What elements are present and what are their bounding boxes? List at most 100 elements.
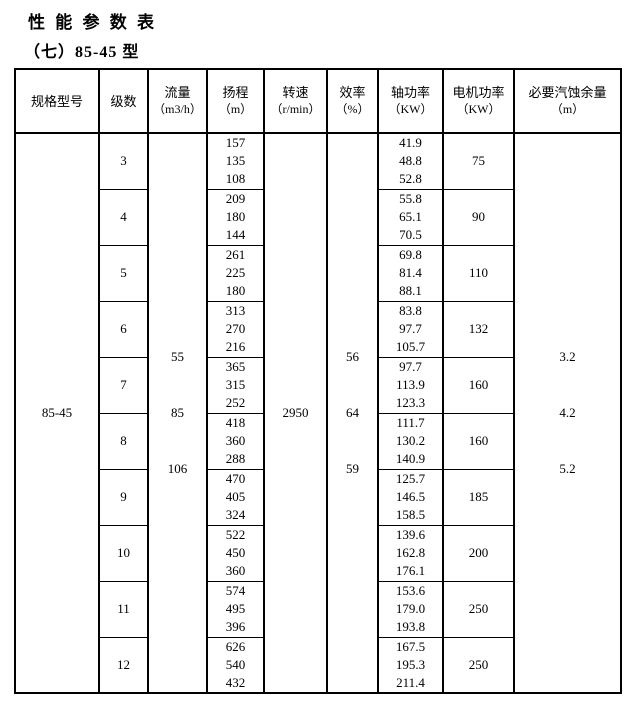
shaft-power-value: 211.4 [396, 674, 425, 690]
motor-power-cell: 200 [442, 524, 515, 582]
col-header-model-label: 规格型号 [30, 93, 83, 109]
npsh-value: 3.2 [559, 349, 576, 365]
shaft-power-cell: 83.8 97.7 105.7 [377, 300, 444, 358]
col-header-efficiency-unit: （%） [335, 102, 370, 116]
head-value: 144 [225, 227, 246, 242]
head-value: 180 [225, 209, 246, 224]
head-value: 216 [225, 339, 246, 354]
shaft-power-value: 69.8 [399, 247, 422, 262]
head-value: 288 [225, 451, 246, 466]
shaft-power-value: 97.7 [399, 359, 422, 374]
head-value: 180 [225, 283, 246, 298]
motor-power-cell: 90 [442, 188, 515, 246]
shaft-power-cell: 125.7 146.5 158.5 [377, 468, 444, 526]
shaft-power-value: 52.8 [399, 171, 422, 187]
motor-power-cell: 160 [442, 356, 515, 414]
head-cell: 626 540 432 [206, 636, 265, 694]
shaft-power-cell: 139.6 162.8 176.1 [377, 524, 444, 582]
head-value: 418 [225, 415, 246, 430]
table-row: 5 261 225 180 69.8 81.4 88.1 110 [15, 244, 621, 302]
head-value: 405 [225, 489, 246, 504]
efficiency-value: 64 [346, 405, 359, 420]
stage-cell: 11 [98, 580, 149, 638]
shaft-power-value: 153.6 [395, 583, 426, 598]
shaft-power-value: 139.6 [395, 527, 426, 542]
motor-power-cell: 250 [442, 636, 515, 694]
col-header-efficiency: 效率 （%） [326, 68, 379, 134]
shaft-power-cell: 41.9 48.8 52.8 [377, 132, 444, 190]
shaft-power-value: 97.7 [399, 321, 422, 336]
model-cell: 85-45 [14, 132, 100, 694]
head-value: 360 [225, 433, 246, 448]
table-row: 6 313 270 216 83.8 97.7 105.7 132 [15, 300, 621, 358]
shaft-power-value: 81.4 [399, 265, 422, 280]
motor-power-cell: 250 [442, 580, 515, 638]
head-cell: 261 225 180 [206, 244, 265, 302]
shaft-power-cell: 153.6 179.0 193.8 [377, 580, 444, 638]
head-value: 270 [225, 321, 246, 336]
shaft-power-value: 176.1 [395, 563, 426, 578]
shaft-power-cell: 97.7 113.9 123.3 [377, 356, 444, 414]
shaft-power-cell: 55.8 65.1 70.5 [377, 188, 444, 246]
col-header-stages-label: 级数 [110, 93, 137, 109]
head-value: 225 [225, 265, 246, 280]
shaft-power-value: 111.7 [396, 415, 425, 430]
stage-cell: 4 [98, 188, 149, 246]
npsh-value: 5.2 [559, 460, 576, 476]
col-header-motor-power: 电机功率 （KW） [442, 68, 515, 134]
head-value: 432 [225, 674, 246, 690]
efficiency-value: 59 [346, 460, 359, 476]
head-value: 365 [225, 359, 246, 374]
motor-power-cell: 110 [442, 244, 515, 302]
shaft-power-value: 195.3 [395, 656, 426, 672]
head-value: 252 [225, 395, 246, 410]
performance-parameter-table: 规格型号 级数 流量 （m3/h） 扬程 （m） 转速 （r/min） 效率 （%） 轴… [14, 68, 622, 694]
head-value: 261 [225, 247, 246, 262]
head-value: 324 [225, 507, 246, 522]
flow-cell: 55 85 106 [147, 132, 208, 694]
head-value: 540 [225, 656, 246, 672]
head-cell: 418 360 288 [206, 412, 265, 470]
stage-cell: 7 [98, 356, 149, 414]
table-row: 10 522 450 360 139.6 162.8 176.1 200 [15, 524, 621, 582]
table-row: 4 209 180 144 55.8 65.1 70.5 90 [15, 188, 621, 246]
col-header-npsh-unit: （m） [550, 102, 585, 116]
shaft-power-cell: 111.7 130.2 140.9 [377, 412, 444, 470]
col-header-flow-unit: （m3/h） [153, 102, 202, 116]
shaft-power-value: 167.5 [395, 638, 426, 654]
motor-power-cell: 75 [442, 132, 515, 190]
shaft-power-cell: 167.5 195.3 211.4 [377, 636, 444, 694]
head-cell: 209 180 144 [206, 188, 265, 246]
table-row: 12 626 540 432 167.5 195.3 211.4 250 [15, 636, 621, 694]
col-header-head-unit: （m） [218, 102, 253, 116]
efficiency-value: 56 [346, 349, 359, 365]
shaft-power-value: 70.5 [399, 227, 422, 242]
head-cell: 365 315 252 [206, 356, 265, 414]
shaft-power-value: 140.9 [395, 451, 426, 466]
col-header-shaft-power-label: 轴功率 [390, 85, 430, 100]
npsh-value: 4.2 [559, 405, 576, 420]
stage-cell: 9 [98, 468, 149, 526]
stage-cell: 6 [98, 300, 149, 358]
stage-cell: 12 [98, 636, 149, 694]
efficiency-values: 56 64 59 [328, 135, 377, 691]
flow-value: 55 [171, 349, 184, 365]
motor-power-cell: 185 [442, 468, 515, 526]
table-row: 85-45 3 55 85 106 157 135 108 2950 56 64… [14, 132, 622, 694]
shaft-power-value: 88.1 [399, 283, 422, 298]
head-value: 495 [225, 601, 246, 616]
shaft-power-value: 113.9 [396, 377, 425, 392]
head-cell: 313 270 216 [206, 300, 265, 358]
head-value: 626 [225, 638, 246, 654]
shaft-power-value: 146.5 [395, 489, 426, 504]
head-value: 313 [225, 303, 246, 318]
head-cell: 574 495 396 [206, 580, 265, 638]
head-value: 135 [225, 153, 246, 169]
shaft-power-value: 83.8 [399, 303, 422, 318]
shaft-power-value: 55.8 [399, 191, 422, 206]
col-header-shaft-power-unit: （KW） [388, 102, 433, 116]
col-header-speed-unit: （r/min） [270, 102, 321, 116]
page-subtitle: （七）85-45 型 [24, 44, 140, 61]
head-value: 209 [225, 191, 246, 206]
table-row: 11 574 495 396 153.6 179.0 193.8 250 [15, 580, 621, 638]
